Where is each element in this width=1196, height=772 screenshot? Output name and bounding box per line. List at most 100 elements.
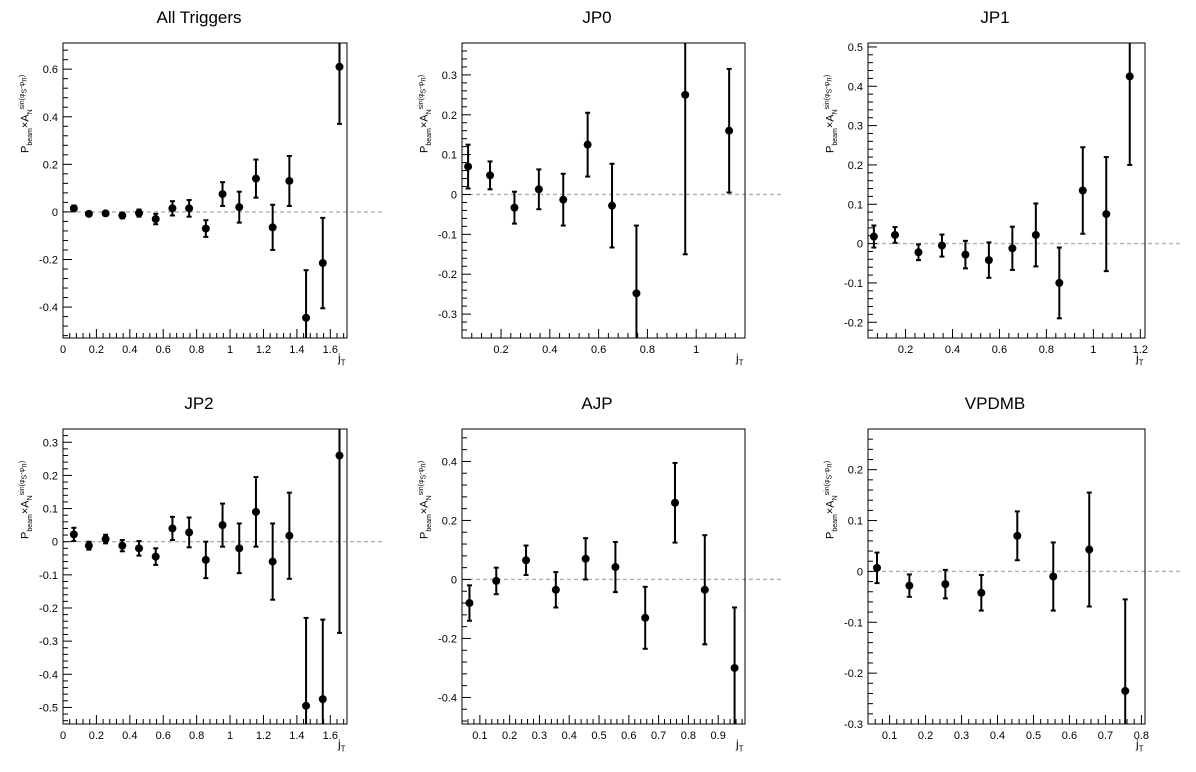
y-tick-label: 0.1: [848, 199, 863, 211]
y-axis-label: Pbeam×ANsin(φS-φπ): [418, 74, 433, 153]
y-tick-label: -0.2: [39, 254, 58, 266]
plot-area: 0.1 0.2 0.3 0.4 0.5 0.6 0.7 0.8 0.9 -0.4 -0.2 0 0.2 0…: [438, 428, 783, 742]
x-tick-label: 0: [60, 730, 66, 742]
data-point: [581, 554, 590, 563]
chart-panel: All Triggers 0 0.2 0.4 0.6 0.8 1 1.2 1.4 1.6 -0.4 -…: [0, 0, 398, 386]
x-tick-label: 0.8: [189, 344, 204, 356]
data-point: [335, 451, 344, 460]
data-point: [937, 241, 946, 250]
data-point: [285, 176, 294, 185]
x-tick-label: 0.8: [189, 730, 204, 742]
x-tick-label: 0.4: [945, 344, 960, 356]
data-series: [69, 43, 344, 338]
x-tick-label: 0: [60, 344, 66, 356]
y-tick-label: 0: [451, 189, 457, 201]
chart-title: JP2: [184, 394, 214, 413]
data-point: [551, 585, 560, 594]
data-point: [101, 209, 110, 218]
y-tick-label: 0.1: [442, 150, 457, 162]
data-point: [235, 203, 244, 212]
plot-area: 0.2 0.4 0.6 0.8 1 1.2 -0.2 -0.1 0 0.1 0.2 0.3 0.4 0.5: [844, 42, 1183, 356]
data-point: [201, 555, 210, 564]
x-tick-label: 1.2: [256, 344, 271, 356]
data-point: [464, 162, 473, 171]
x-axis-label: jT: [338, 737, 346, 754]
data-point: [335, 62, 344, 71]
data-point: [465, 599, 474, 608]
y-axis-label: Pbeam×ANsin(φS-φπ): [418, 460, 433, 539]
x-tick-label: 0.6: [156, 730, 171, 742]
x-tick-label: 0.7: [651, 730, 666, 742]
y-tick-label: -0.3: [39, 636, 58, 648]
y-tick-label: -0.1: [39, 570, 58, 582]
y-tick-label: -0.1: [844, 278, 863, 290]
data-point: [941, 580, 950, 589]
y-tick-label: 0.1: [848, 516, 863, 528]
y-tick-label: 0.3: [43, 437, 58, 449]
x-axis-label: jT: [1136, 351, 1144, 368]
x-tick-label: 0.8: [640, 344, 655, 356]
chart-panel: AJP 0.1 0.2 0.3 0.4 0.5 0.6 0.7 0.8 0.9 -0.4 -0.2 0 0…: [398, 386, 796, 772]
data-point: [632, 289, 641, 298]
x-tick-label: 0.2: [918, 730, 933, 742]
data-point: [872, 563, 881, 572]
x-axis-label: jT: [1136, 737, 1144, 754]
data-point: [611, 563, 620, 572]
data-point: [285, 531, 294, 540]
x-axis-label: jT: [338, 351, 346, 368]
x-tick-label: 1.4: [289, 730, 304, 742]
y-tick-label: 0.5: [848, 42, 863, 54]
data-point: [905, 581, 914, 590]
chart-title: VPDMB: [964, 394, 1026, 413]
x-tick-label: 0.2: [89, 344, 104, 356]
plot-frame: [62, 428, 348, 725]
data-point: [869, 232, 878, 241]
data-point: [302, 701, 311, 710]
y-tick-label: -0.4: [39, 302, 58, 314]
x-tick-label: 0.5: [591, 730, 606, 742]
y-tick-label: 0.2: [442, 515, 457, 527]
y-tick-label: -0.1: [438, 229, 457, 241]
x-tick-label: 0.2: [898, 344, 913, 356]
x-tick-label: 1: [1090, 344, 1096, 356]
y-axis-label: Pbeam×ANsin(φS-φπ): [824, 460, 839, 539]
data-point: [268, 223, 277, 232]
x-tick-label: 0.6: [1062, 730, 1077, 742]
data-point: [185, 528, 194, 537]
data-point: [185, 204, 194, 213]
x-tick-label: 1.6: [323, 344, 338, 356]
data-series: [872, 491, 1130, 724]
data-series: [464, 43, 734, 338]
x-tick-label: 0.1: [472, 730, 487, 742]
data-point: [559, 195, 568, 204]
x-tick-label: 0.4: [122, 730, 137, 742]
chart-title: All Triggers: [156, 8, 242, 27]
data-point: [700, 585, 709, 594]
data-point: [1013, 531, 1022, 540]
data-series: [869, 43, 1134, 320]
chart-panel: JP2 0 0.2 0.4 0.6 0.8 1 1.2 1.4 1.6 -0.5 -0.4 -0.3 -0…: [0, 386, 398, 772]
x-tick-label: 0.7: [1098, 730, 1113, 742]
x-tick-label: 0.3: [532, 730, 547, 742]
x-tick-label: 0.6: [621, 730, 636, 742]
x-tick-label: 0.3: [954, 730, 969, 742]
plot-area: 0 0.2 0.4 0.6 0.8 1 1.2 1.4 1.6 -0.4 -0.2 0 0.2 0.4 0.…: [39, 42, 385, 356]
data-point: [84, 541, 93, 550]
plot-frame: [867, 428, 1146, 725]
y-tick-label: -0.2: [438, 269, 457, 281]
data-point: [251, 174, 260, 183]
data-point: [486, 171, 495, 180]
x-tick-label: 0.4: [562, 730, 577, 742]
y-tick-label: 0.4: [848, 81, 863, 93]
y-tick-label: -0.5: [39, 702, 58, 714]
x-axis-label: jT: [736, 351, 744, 368]
x-tick-label: 0.6: [156, 344, 171, 356]
y-tick-label: -0.2: [844, 317, 863, 329]
y-tick-label: 0.2: [848, 465, 863, 477]
data-point: [135, 209, 144, 218]
chart-title: AJP: [581, 394, 613, 413]
data-point: [168, 204, 177, 213]
y-tick-label: 0.4: [442, 456, 457, 468]
y-tick-label: 0: [52, 537, 58, 549]
